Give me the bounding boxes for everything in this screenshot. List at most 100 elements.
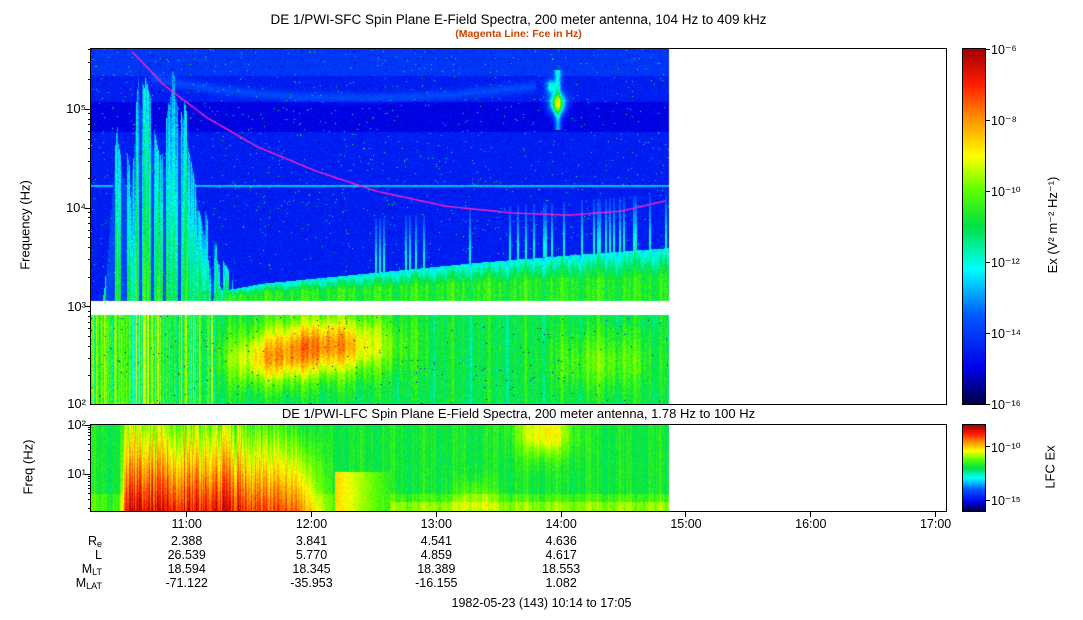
x-axis-tick-label: 12:00 (295, 517, 328, 531)
x-axis-tick (186, 512, 188, 517)
lfc-colorbar-tick (986, 446, 990, 447)
sfc-colorbar-tick-label: 10⁻¹⁰ (991, 185, 1021, 199)
lfc-y-minor-tick (88, 429, 91, 431)
sfc-y-major-tick (85, 306, 91, 308)
lfc-colorbar-tick (986, 499, 990, 501)
lfc-colorbar-label: LFC Ex (1042, 445, 1058, 489)
sfc-y-minor-tick (88, 358, 91, 360)
x-axis-tick (311, 512, 312, 517)
lfc-y-minor-tick (88, 493, 91, 495)
sfc-y-tick-label: 10² (67, 396, 86, 411)
lfc-y-minor-tick (88, 458, 91, 460)
footer-timerange: 1982-05-23 (143) 10:14 to 17:05 (451, 596, 632, 610)
ephemeris-value: -71.122 (165, 576, 208, 590)
sfc-colorbar-tick (986, 261, 990, 263)
lfc-y-minor-tick (88, 481, 91, 483)
sfc-colorbar-tick (986, 48, 990, 50)
lfc-y-minor-tick (88, 444, 91, 446)
sfc-y-minor-tick (88, 212, 91, 214)
sfc-y-minor-tick (88, 316, 91, 317)
lfc-y-minor-tick (88, 475, 91, 477)
lfc-y-minor-tick (88, 432, 91, 434)
ephemeris-row-label: L (95, 548, 102, 562)
sfc-y-minor-tick (88, 328, 91, 330)
ephemeris-value: 1.082 (545, 576, 577, 590)
lfc-y-axis-label: Freq (Hz) (20, 439, 36, 495)
sfc-colorbar-tick-label: 10⁻¹⁶ (991, 398, 1021, 412)
sfc-title: DE 1/PWI-SFC Spin Plane E-Field Spectra,… (270, 12, 767, 27)
sfc-y-minor-tick (88, 345, 91, 347)
sfc-spectrogram (90, 48, 947, 405)
sfc-y-axis-label: Frequency (Hz) (17, 180, 33, 270)
lfc-y-minor-tick (88, 450, 91, 452)
ephemeris-value: -16.155 (415, 576, 458, 590)
sfc-y-major-tick (85, 207, 91, 209)
sfc-colorbar-tick-label: 10⁻⁶ (991, 43, 1017, 57)
sfc-y-minor-tick (88, 124, 91, 126)
sfc-colorbar-tick (986, 119, 990, 121)
ephemeris-value: 4.617 (545, 548, 577, 562)
sfc-y-tick-label: 10⁵ (66, 101, 86, 117)
lfc-y-minor-tick (88, 507, 91, 509)
ephemeris-value: 18.389 (417, 562, 456, 576)
sfc-y-minor-tick (88, 237, 91, 239)
sfc-y-minor-tick (88, 321, 91, 323)
sfc-y-minor-tick (88, 217, 91, 219)
ephemeris-value: 5.770 (295, 548, 328, 562)
x-axis-tick-label: 16:00 (795, 517, 827, 531)
x-axis-tick-label: 15:00 (670, 517, 702, 531)
lfc-colorbar-tick-label: 10⁻¹⁰ (991, 440, 1021, 455)
lfc-y-minor-tick (88, 478, 91, 480)
ephemeris-value: 2.388 (171, 534, 203, 548)
x-axis-tick (685, 512, 687, 517)
lfc-y-minor-tick (88, 435, 91, 437)
lfc-y-tick-label: 10¹ (67, 466, 86, 482)
lfc-y-minor-tick (88, 499, 91, 501)
sfc-y-minor-tick (88, 160, 91, 162)
x-axis-tick-label: 11:00 (171, 517, 202, 531)
lfc-y-major-tick (85, 424, 91, 426)
ephemeris-row-label: Re (87, 534, 102, 549)
sfc-y-minor-tick (88, 229, 91, 231)
ephemeris-value: 18.345 (292, 562, 331, 576)
sfc-y-minor-tick (88, 336, 91, 338)
lfc-y-tick-label: 10² (67, 417, 86, 432)
sfc-y-minor-tick (88, 276, 91, 278)
ephemeris-row-label: MLAT (75, 576, 102, 591)
x-axis-tick (435, 512, 437, 517)
sfc-y-minor-tick (88, 246, 91, 248)
sfc-colorbar-tick (986, 332, 990, 334)
sfc-colorbar-label: Ex (V² m⁻² Hz⁻¹) (1045, 176, 1060, 274)
x-axis-tick (560, 512, 562, 517)
sfc-y-minor-tick (88, 130, 91, 132)
lfc-colorbar (962, 424, 986, 512)
sfc-y-tick-label: 10³ (67, 298, 86, 314)
x-axis-tick-label: 17:00 (919, 517, 952, 531)
sfc-y-minor-tick (88, 375, 91, 377)
lfc-y-minor-tick (88, 484, 91, 486)
ephemeris-value: 18.594 (167, 562, 206, 576)
ephemeris-value: 18.553 (542, 562, 581, 576)
lfc-y-minor-tick (88, 439, 91, 441)
sfc-colorbar-tick-label: 10⁻¹⁴ (991, 327, 1022, 341)
lfc-y-major-tick (85, 473, 91, 475)
sfc-y-minor-tick (88, 138, 91, 140)
lfc-colorbar-tick-label: 10⁻¹⁵ (991, 494, 1021, 509)
sfc-colorbar-tick-label: 10⁻⁸ (991, 114, 1017, 128)
ephemeris-value: 4.541 (420, 534, 452, 548)
x-axis-tick-label: 13:00 (420, 517, 452, 531)
sfc-y-minor-tick (88, 61, 91, 63)
ephemeris-value: 26.539 (167, 548, 206, 562)
ephemeris-row-label: MLT (81, 562, 102, 577)
sfc-colorbar-tick-label: 10⁻¹² (991, 256, 1020, 270)
sfc-y-minor-tick (88, 79, 91, 81)
sfc-y-minor-tick (88, 177, 91, 179)
x-axis-tick-label: 14:00 (545, 517, 577, 531)
lfc-y-minor-tick (88, 488, 91, 490)
sfc-y-minor-tick (88, 113, 91, 115)
ephemeris-value: -35.953 (290, 576, 333, 590)
sfc-y-tick-label: 10⁴ (65, 200, 86, 216)
sfc-colorbar (962, 48, 986, 405)
sfc-y-minor-tick (88, 259, 91, 261)
